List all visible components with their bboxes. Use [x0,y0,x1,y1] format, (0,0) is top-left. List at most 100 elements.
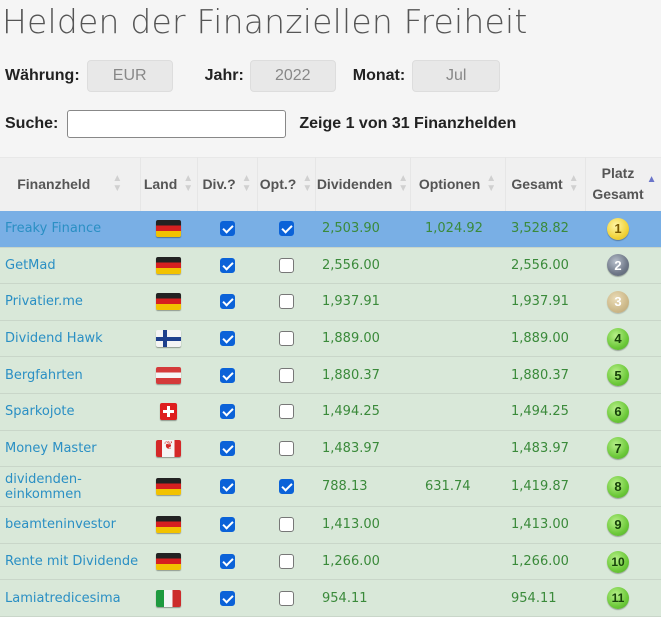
dividends-cell: 1,937.91 [315,283,410,321]
column-header-optionen[interactable]: Optionen ▲ ▼ [410,157,506,211]
column-header-finanzheld[interactable]: Finanzheld ▲ ▼ [0,157,141,211]
flag-germany-icon [156,553,181,571]
div-checkbox[interactable] [219,554,235,570]
table-row[interactable]: Money Master 1,483.97 1,483.97 7 [0,430,661,468]
div-checkbox[interactable] [219,440,235,456]
total-cell: 1,494.25 [505,393,585,431]
year-select[interactable]: 2022 [249,60,336,92]
options-cell [410,393,505,431]
div-checkbox[interactable] [219,221,235,237]
flag-germany-icon [156,478,181,496]
column-label: Optionen [418,176,481,193]
flag-italy-icon [156,589,181,607]
div-checkbox[interactable] [219,367,235,383]
rank-cell: 7 [585,430,661,468]
div-checkbox[interactable] [219,257,235,273]
div-checkbox[interactable] [219,331,235,347]
sort-icon: ▲ ▼ [568,173,579,195]
div-checkbox[interactable] [219,590,235,606]
opt-checkbox[interactable] [278,590,294,606]
sort-icon: ▲ ▼ [241,173,252,195]
table-row[interactable]: beamteninvestor 1,413.00 1,413.00 9 [0,506,661,544]
rank-cell: 5 [585,356,661,394]
opt-cell [257,393,315,431]
dividends-cell: 1,483.97 [315,430,410,468]
opt-checkbox[interactable] [278,221,294,237]
opt-checkbox[interactable] [278,331,294,347]
hero-name-link[interactable]: Bergfahrten [5,367,83,383]
column-header-div[interactable]: Div.? ▲ ▼ [197,157,258,211]
opt-checkbox[interactable] [278,294,294,310]
options-cell [410,506,505,544]
div-checkbox[interactable] [219,294,235,310]
table-row[interactable]: Rente mit Dividende 1,266.00 1,266.00 10 [0,543,661,581]
options-cell [410,283,505,321]
rank-badge: 6 [607,400,629,423]
opt-checkbox[interactable] [278,517,294,533]
table-row[interactable]: GetMad 2,556.00 2,556.00 2 [0,247,661,285]
column-label: Opt.? [259,176,297,193]
table-row[interactable]: Freaky Finance 2,503.90 1,024.92 3,528.8… [0,210,661,248]
table-row[interactable]: Bergfahrten 1,880.37 1,880.37 5 [0,356,661,394]
hero-name-link[interactable]: Dividend Hawk [5,331,103,347]
hero-name-link[interactable]: Privatier.me [5,294,83,310]
div-cell [197,579,257,617]
opt-checkbox[interactable] [278,440,294,456]
hero-name-link[interactable]: dividenden-einkommen [5,471,82,502]
div-checkbox[interactable] [219,517,235,533]
currency-select[interactable]: EUR [86,60,173,92]
country-cell [140,283,197,321]
div-checkbox[interactable] [219,404,235,420]
hero-name-link[interactable]: beamteninvestor [5,517,116,533]
rank-badge: 1 [607,217,629,240]
table-row[interactable]: Lamiatredicesima 954.11 954.11 11 [0,579,661,617]
column-header-platz-gesamt[interactable]: Platz Gesamt ▲ [585,157,661,211]
column-label: Finanzheld [17,176,91,193]
flag-germany-icon [156,220,181,238]
search-bar: Suche: Zeige 1 von 31 Finanzhelden [5,110,516,138]
table-row[interactable]: Privatier.me 1,937.91 1,937.91 3 [0,283,661,321]
opt-checkbox[interactable] [278,404,294,420]
opt-cell [257,506,315,544]
hero-name-link[interactable]: Freaky Finance [5,221,102,237]
div-cell [197,393,257,431]
month-select[interactable]: Jul [412,60,501,92]
page-title: Helden der Finanziellen Freiheit [2,2,528,41]
div-cell [197,247,257,285]
hero-name-link[interactable]: GetMad [5,257,56,273]
rank-badge: 3 [607,290,629,313]
column-label-line1: Platz [601,165,635,182]
table-row[interactable]: Dividend Hawk 1,889.00 1,889.00 4 [0,320,661,358]
hero-name-link[interactable]: Lamiatredicesima [5,590,121,606]
opt-checkbox[interactable] [278,554,294,570]
hero-name-link[interactable]: Sparkojote [5,404,75,420]
column-header-dividenden[interactable]: Dividenden ▲ ▼ [315,157,411,211]
rank-badge: 11 [607,587,629,610]
hero-name-cell: GetMad [0,247,140,285]
column-header-opt[interactable]: Opt.? ▲ ▼ [257,157,316,211]
opt-checkbox[interactable] [278,257,294,273]
column-label: Dividenden [316,176,393,193]
dividends-cell: 788.13 [315,466,410,508]
opt-checkbox[interactable] [278,479,294,495]
dividends-cell: 1,889.00 [315,320,410,358]
dividends-cell: 1,880.37 [315,356,410,394]
column-header-gesamt[interactable]: Gesamt ▲ ▼ [505,157,586,211]
dividends-cell: 2,503.90 [315,210,410,248]
div-checkbox[interactable] [219,479,235,495]
search-input[interactable] [67,110,287,138]
hero-name-link[interactable]: Rente mit Dividende [5,554,139,570]
sort-icon: ▲ ▼ [486,173,497,195]
div-cell [197,430,257,468]
table-row[interactable]: dividenden-einkommen 788.13 631.74 1,419… [0,466,661,508]
table-row[interactable]: Sparkojote 1,494.25 1,494.25 6 [0,393,661,431]
sort-ascending-icon: ▲ [646,174,657,185]
total-cell: 1,937.91 [505,283,585,321]
column-header-land[interactable]: Land ▲ ▼ [140,157,198,211]
dividends-cell: 1,266.00 [315,543,410,581]
hero-name-link[interactable]: Money Master [5,440,97,456]
opt-checkbox[interactable] [278,367,294,383]
options-cell [410,543,505,581]
total-cell: 3,528.82 [505,210,585,248]
rank-cell: 1 [585,210,661,248]
